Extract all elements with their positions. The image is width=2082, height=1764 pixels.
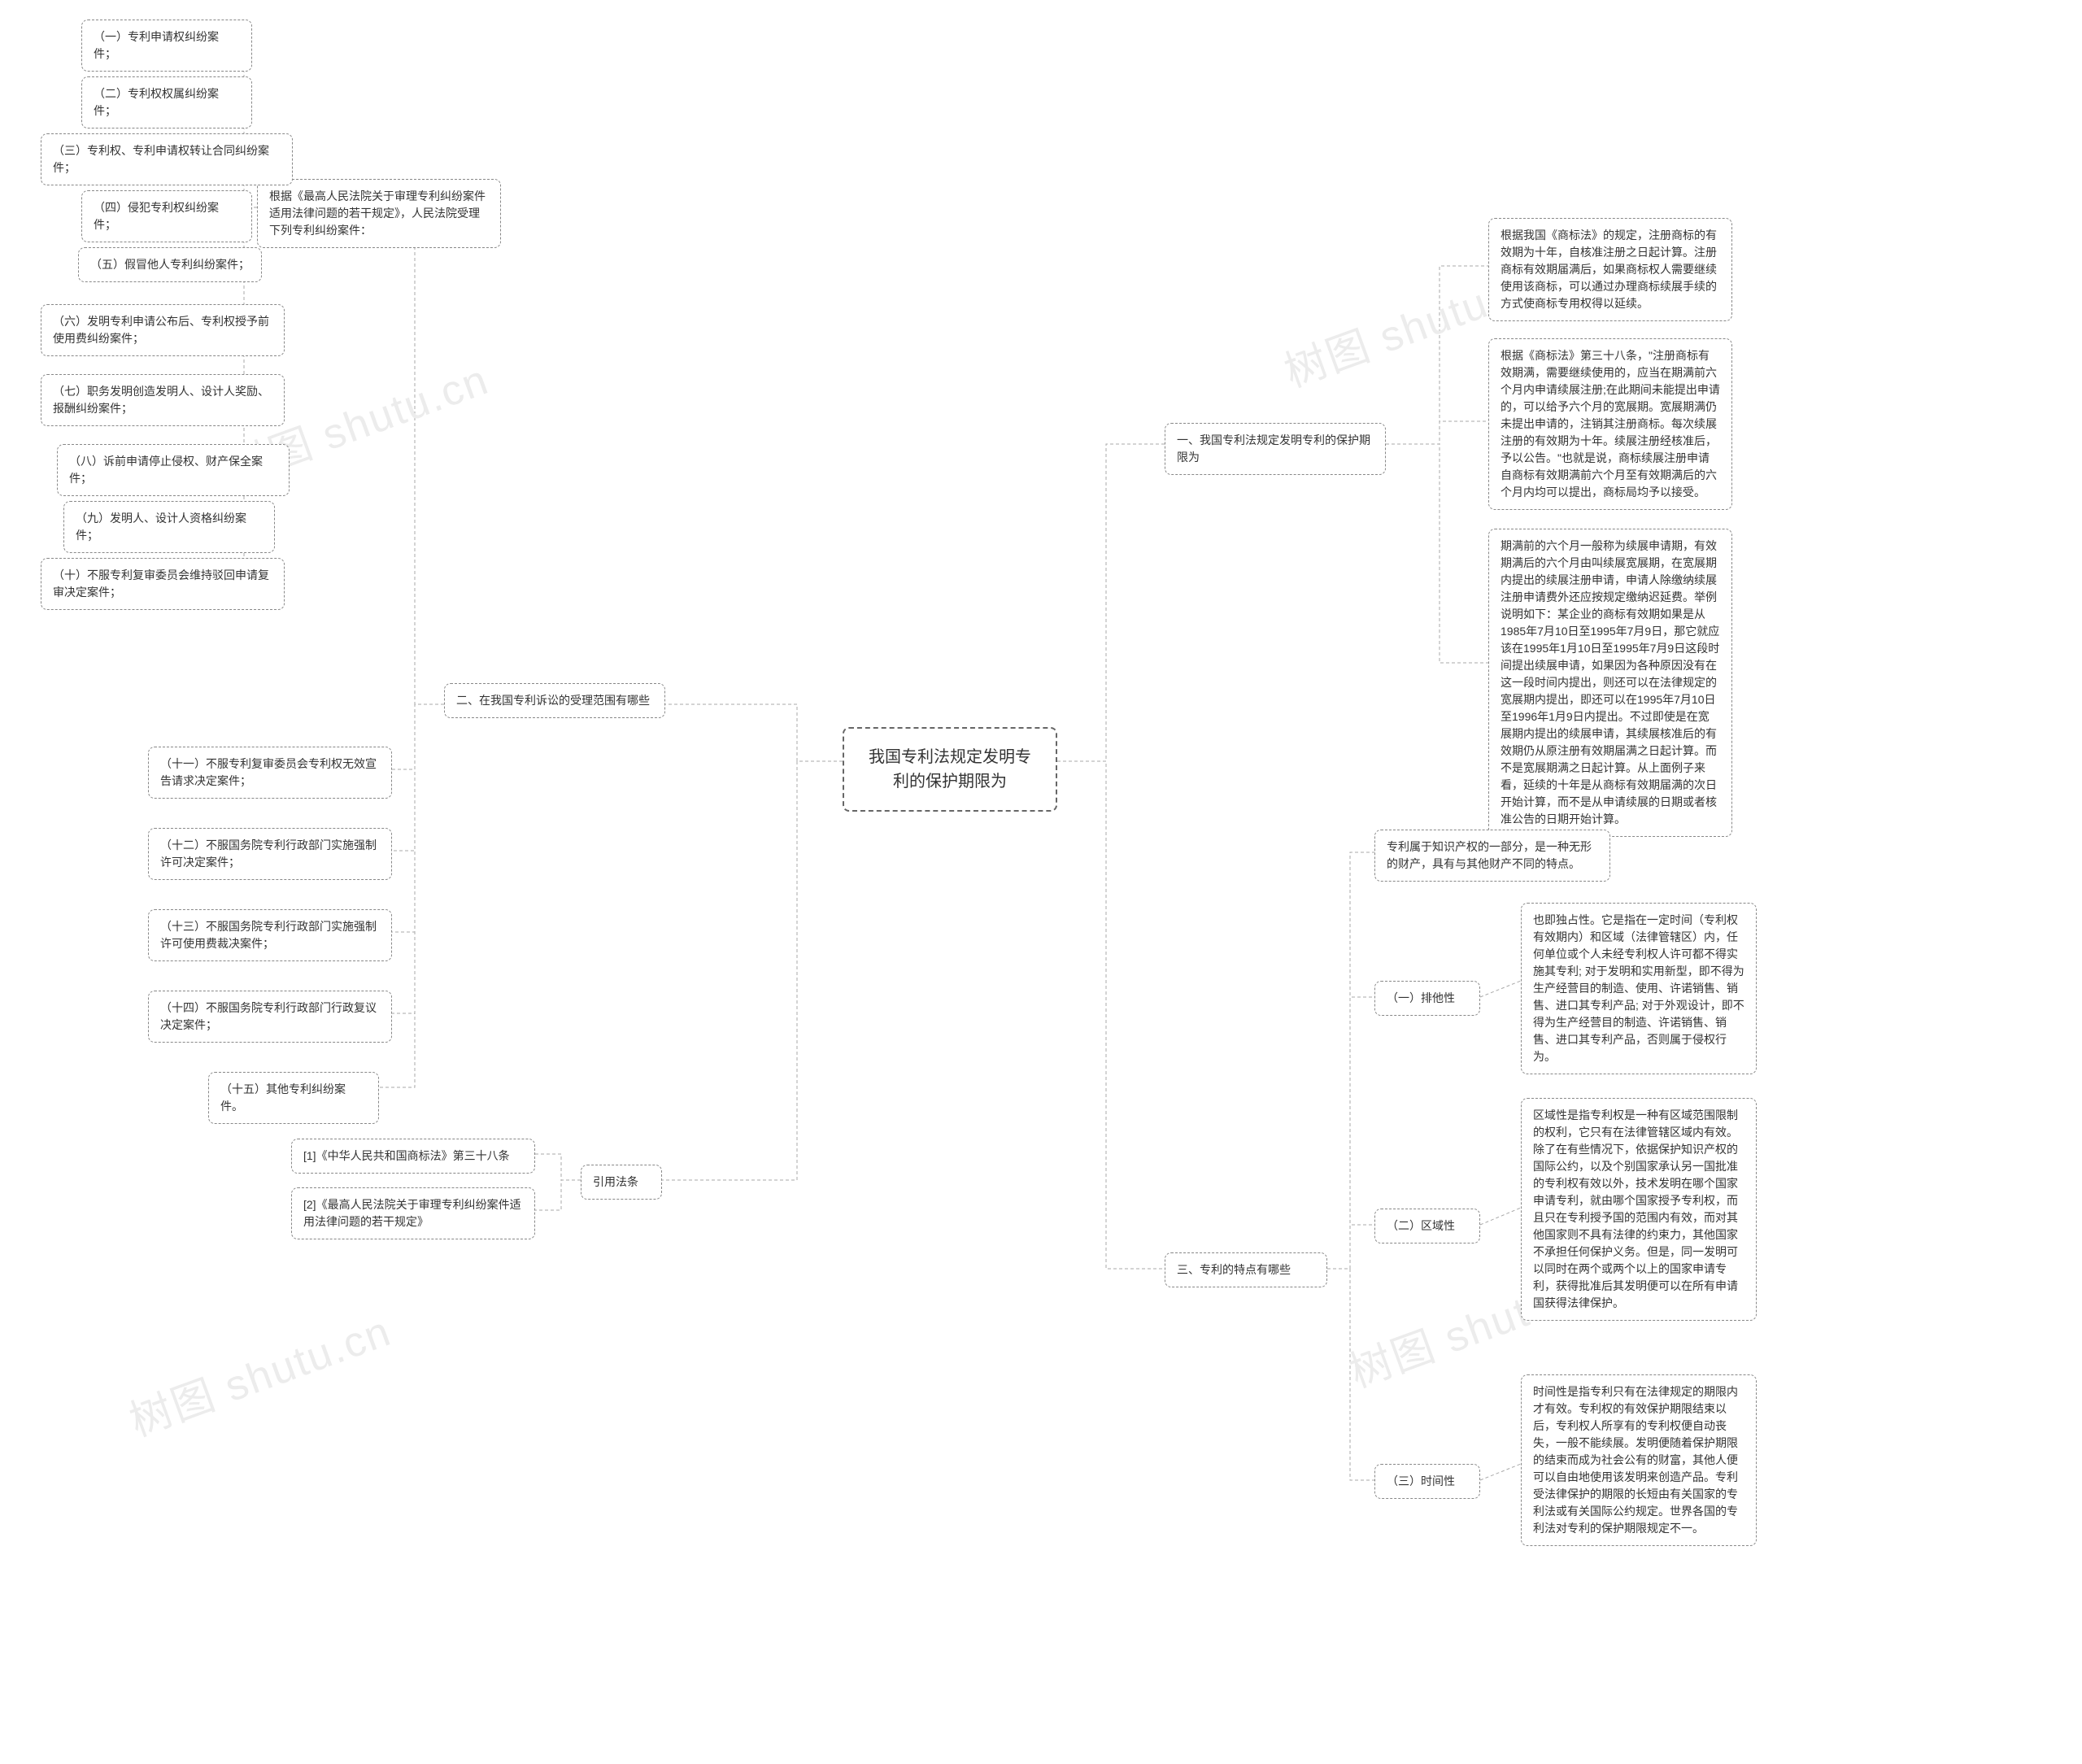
- branch-2-direct[interactable]: （十四）不服国务院专利行政部门行政复议决定案件；: [148, 991, 392, 1043]
- branch-3-sub-3[interactable]: （三）时间性: [1374, 1464, 1480, 1499]
- branch-2-item[interactable]: （七）职务发明创造发明人、设计人奖励、报酬纠纷案件；: [41, 374, 285, 426]
- branch-3-sub-2[interactable]: （二）区域性: [1374, 1209, 1480, 1244]
- branch-3-intro[interactable]: 专利属于知识产权的一部分，是一种无形的财产，具有与其他财产不同的特点。: [1374, 830, 1610, 882]
- branch-ref-child[interactable]: [1]《中华人民共和国商标法》第三十八条: [291, 1139, 535, 1174]
- branch-2-item[interactable]: （五）假冒他人专利纠纷案件；: [78, 247, 262, 282]
- branch-2-direct[interactable]: （十二）不服国务院专利行政部门实施强制许可决定案件；: [148, 828, 392, 880]
- branch-2-item[interactable]: （四）侵犯专利权纠纷案件；: [81, 190, 252, 242]
- branch-1-child[interactable]: 根据《商标法》第三十八条，"注册商标有效期满，需要继续使用的，应当在期满前六个月…: [1488, 338, 1732, 510]
- branch-3-sub-3-desc[interactable]: 时间性是指专利只有在法律规定的期限内才有效。专利权的有效保护期限结束以后，专利权…: [1521, 1374, 1757, 1546]
- branch-2-sub-header[interactable]: 根据《最高人民法院关于审理专利纠纷案件适用法律问题的若干规定》，人民法院受理下列…: [257, 179, 501, 248]
- branch-3-sub-1[interactable]: （一）排他性: [1374, 981, 1480, 1016]
- branch-3[interactable]: 三、专利的特点有哪些: [1165, 1252, 1327, 1287]
- branch-3-sub-1-desc[interactable]: 也即独占性。它是指在一定时间（专利权有效期内）和区域（法律管辖区）内，任何单位或…: [1521, 903, 1757, 1074]
- branch-1-child[interactable]: 期满前的六个月一般称为续展申请期，有效期满后的六个月由叫续展宽展期，在宽展期内提…: [1488, 529, 1732, 837]
- branch-2-item[interactable]: （十）不服专利复审委员会维持驳回申请复审决定案件；: [41, 558, 285, 610]
- branch-2-direct[interactable]: （十一）不服专利复审委员会专利权无效宣告请求决定案件；: [148, 747, 392, 799]
- branch-2-direct[interactable]: （十三）不服国务院专利行政部门实施强制许可使用费裁决案件；: [148, 909, 392, 961]
- branch-2-item[interactable]: （一）专利申请权纠纷案件；: [81, 20, 252, 72]
- branch-2-item[interactable]: （三）专利权、专利申请权转让合同纠纷案件；: [41, 133, 293, 185]
- branch-ref-child[interactable]: [2]《最高人民法院关于审理专利纠纷案件适用法律问题的若干规定》: [291, 1187, 535, 1239]
- branch-2-item[interactable]: （八）诉前申请停止侵权、财产保全案件；: [57, 444, 290, 496]
- branch-2-direct[interactable]: （十五）其他专利纠纷案件。: [208, 1072, 379, 1124]
- branch-2-item[interactable]: （九）发明人、设计人资格纠纷案件；: [63, 501, 275, 553]
- branch-1-child[interactable]: 根据我国《商标法》的规定，注册商标的有效期为十年，自核准注册之日起计算。注册商标…: [1488, 218, 1732, 321]
- branch-3-sub-2-desc[interactable]: 区域性是指专利权是一种有区域范围限制的权利，它只有在法律管辖区域内有效。除了在有…: [1521, 1098, 1757, 1321]
- root-node[interactable]: 我国专利法规定发明专利的保护期限为: [843, 727, 1057, 812]
- branch-1[interactable]: 一、我国专利法规定发明专利的保护期限为: [1165, 423, 1386, 475]
- branch-2-item[interactable]: （六）发明专利申请公布后、专利权授予前使用费纠纷案件；: [41, 304, 285, 356]
- branch-2[interactable]: 二、在我国专利诉讼的受理范围有哪些: [444, 683, 665, 718]
- branch-2-item[interactable]: （二）专利权权属纠纷案件；: [81, 76, 252, 128]
- branch-ref[interactable]: 引用法条: [581, 1165, 662, 1200]
- watermark: 树图 shutu.cn: [120, 1297, 398, 1448]
